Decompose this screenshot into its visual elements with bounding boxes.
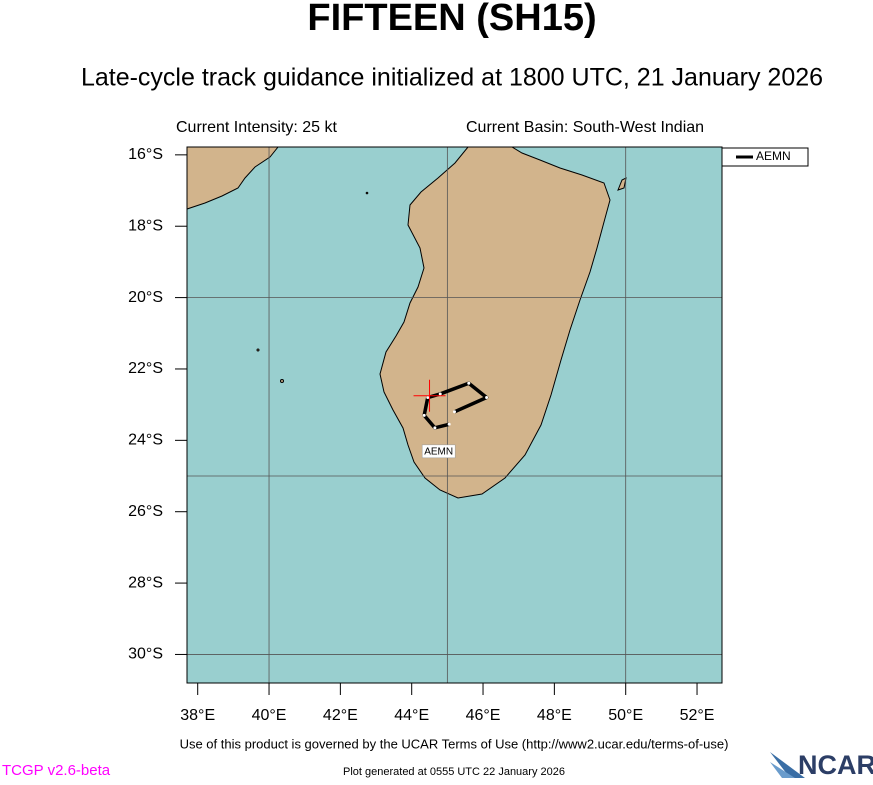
x-tick-label: 42°E bbox=[323, 707, 358, 724]
track-label: AEMN bbox=[424, 446, 453, 457]
x-tick-label: 46°E bbox=[466, 707, 501, 724]
x-tick-label: 52°E bbox=[680, 707, 715, 724]
track-label-box bbox=[421, 444, 456, 459]
y-tick-label: 26°S bbox=[128, 503, 163, 520]
x-tick-label: 40°E bbox=[252, 707, 287, 724]
track-point bbox=[467, 381, 471, 385]
basin: Current Basin: South-West Indian bbox=[466, 119, 704, 136]
y-tick-label: 30°S bbox=[128, 646, 163, 663]
y-tick-label: 22°S bbox=[128, 360, 163, 377]
legend-label: AEMN bbox=[756, 149, 791, 163]
y-tick-label: 24°S bbox=[128, 432, 163, 449]
legend-box bbox=[721, 147, 809, 167]
y-tick-label: 18°S bbox=[128, 217, 163, 234]
footer: Use of this product is governed by the U… bbox=[180, 736, 729, 751]
grid bbox=[187, 147, 722, 683]
x-tick-label: 48°E bbox=[537, 707, 572, 724]
track-point bbox=[433, 426, 437, 430]
logo-mark bbox=[770, 752, 805, 778]
x-tick-label: 50°E bbox=[608, 707, 643, 724]
track-point bbox=[438, 392, 442, 396]
track-point bbox=[426, 396, 430, 400]
x-tick-label: 44°E bbox=[394, 707, 429, 724]
y-tick-label: 16°S bbox=[128, 146, 163, 163]
version: TCGP v2.6-beta bbox=[2, 762, 111, 779]
x-tick-label: 38°E bbox=[180, 707, 215, 724]
logo: NCAR bbox=[798, 750, 873, 780]
land bbox=[186, 146, 627, 499]
track-point bbox=[422, 413, 426, 417]
chart-title: FIFTEEN (SH15) bbox=[307, 0, 596, 39]
intensity: Current Intensity: 25 kt bbox=[176, 119, 338, 136]
track-point bbox=[485, 396, 489, 400]
track-point bbox=[453, 410, 456, 414]
generated: Plot generated at 0555 UTC 22 January 20… bbox=[343, 766, 565, 778]
chart-subtitle: Late-cycle track guidance initialized at… bbox=[81, 64, 823, 92]
track-point bbox=[447, 422, 451, 426]
map-frame bbox=[186, 146, 723, 684]
y-tick-label: 28°S bbox=[128, 574, 163, 591]
marks: AEMN bbox=[413, 379, 489, 459]
y-tick-label: 20°S bbox=[128, 289, 163, 306]
